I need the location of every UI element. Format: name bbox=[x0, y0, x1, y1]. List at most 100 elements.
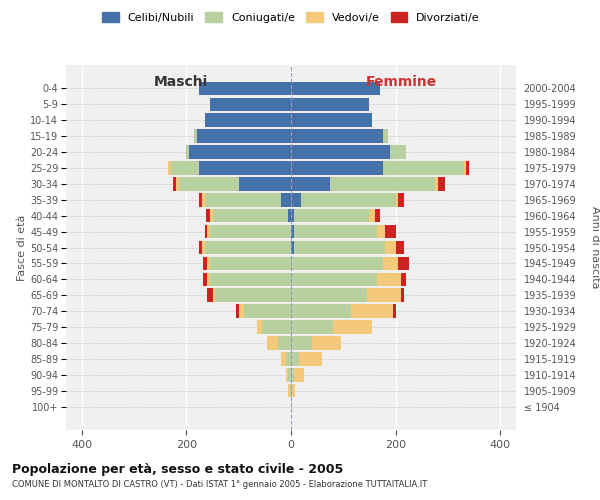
Bar bbox=[291, 161, 383, 174]
Bar bbox=[291, 240, 293, 254]
Bar bbox=[289, 209, 291, 222]
Bar bbox=[290, 384, 291, 398]
Bar bbox=[398, 256, 409, 270]
Bar bbox=[401, 272, 406, 286]
Bar bbox=[210, 225, 291, 238]
Bar bbox=[291, 352, 299, 366]
Bar bbox=[210, 272, 291, 286]
Bar bbox=[278, 336, 291, 350]
Bar bbox=[291, 288, 367, 302]
Bar bbox=[207, 272, 210, 286]
Bar bbox=[244, 304, 291, 318]
Bar bbox=[291, 145, 391, 159]
Bar bbox=[239, 177, 291, 190]
Bar bbox=[286, 368, 289, 382]
Bar bbox=[299, 352, 322, 366]
Bar bbox=[293, 225, 377, 238]
Bar bbox=[286, 352, 291, 366]
Bar bbox=[210, 98, 291, 111]
Bar bbox=[291, 177, 330, 190]
Bar bbox=[291, 130, 383, 143]
Bar bbox=[205, 114, 291, 127]
Bar bbox=[395, 193, 398, 206]
Bar bbox=[205, 193, 281, 206]
Bar bbox=[398, 193, 404, 206]
Bar bbox=[291, 400, 292, 413]
Bar bbox=[291, 98, 370, 111]
Bar bbox=[215, 288, 291, 302]
Bar bbox=[383, 161, 464, 174]
Bar bbox=[199, 240, 202, 254]
Bar bbox=[291, 384, 292, 398]
Bar bbox=[377, 272, 401, 286]
Bar bbox=[437, 177, 445, 190]
Bar bbox=[377, 225, 385, 238]
Bar bbox=[289, 368, 291, 382]
Bar bbox=[210, 209, 212, 222]
Bar bbox=[176, 177, 179, 190]
Bar bbox=[393, 304, 395, 318]
Y-axis label: Anni di nascita: Anni di nascita bbox=[590, 206, 600, 289]
Bar bbox=[199, 82, 291, 95]
Bar bbox=[257, 320, 262, 334]
Bar bbox=[194, 130, 197, 143]
Bar bbox=[291, 256, 383, 270]
Bar bbox=[301, 193, 395, 206]
Bar bbox=[293, 209, 370, 222]
Bar bbox=[291, 82, 380, 95]
Bar bbox=[312, 336, 341, 350]
Bar bbox=[291, 320, 333, 334]
Bar bbox=[291, 368, 293, 382]
Bar bbox=[435, 177, 437, 190]
Bar bbox=[202, 193, 205, 206]
Bar bbox=[199, 193, 202, 206]
Bar bbox=[281, 193, 291, 206]
Bar bbox=[168, 161, 170, 174]
Bar bbox=[401, 288, 404, 302]
Bar bbox=[291, 193, 301, 206]
Bar bbox=[203, 256, 207, 270]
Bar bbox=[207, 256, 210, 270]
Y-axis label: Fasce di età: Fasce di età bbox=[17, 214, 27, 280]
Bar bbox=[395, 240, 404, 254]
Bar bbox=[203, 272, 207, 286]
Bar bbox=[205, 225, 207, 238]
Bar bbox=[179, 177, 239, 190]
Bar bbox=[385, 240, 395, 254]
Bar bbox=[268, 336, 278, 350]
Bar bbox=[385, 225, 395, 238]
Bar bbox=[189, 145, 291, 159]
Bar bbox=[333, 320, 372, 334]
Bar bbox=[212, 288, 215, 302]
Bar bbox=[370, 209, 375, 222]
Bar bbox=[330, 177, 435, 190]
Bar bbox=[391, 145, 406, 159]
Bar bbox=[291, 272, 377, 286]
Bar bbox=[197, 130, 291, 143]
Bar bbox=[207, 288, 212, 302]
Bar bbox=[291, 209, 293, 222]
Bar bbox=[351, 304, 393, 318]
Bar bbox=[281, 352, 286, 366]
Bar bbox=[236, 304, 239, 318]
Bar bbox=[292, 384, 295, 398]
Bar bbox=[289, 384, 290, 398]
Bar bbox=[383, 256, 398, 270]
Bar bbox=[199, 161, 291, 174]
Bar bbox=[367, 288, 401, 302]
Text: COMUNE DI MONTALTO DI CASTRO (VT) - Dati ISTAT 1° gennaio 2005 - Elaborazione TU: COMUNE DI MONTALTO DI CASTRO (VT) - Dati… bbox=[12, 480, 427, 489]
Bar bbox=[262, 320, 291, 334]
Bar bbox=[173, 177, 176, 190]
Bar bbox=[293, 368, 304, 382]
Bar bbox=[464, 161, 466, 174]
Bar bbox=[383, 130, 388, 143]
Bar bbox=[291, 336, 312, 350]
Text: Popolazione per età, sesso e stato civile - 2005: Popolazione per età, sesso e stato civil… bbox=[12, 462, 343, 475]
Bar bbox=[207, 225, 210, 238]
Bar bbox=[187, 145, 189, 159]
Text: Maschi: Maschi bbox=[154, 75, 208, 89]
Bar bbox=[291, 304, 351, 318]
Bar bbox=[170, 161, 199, 174]
Bar bbox=[206, 209, 210, 222]
Bar bbox=[205, 240, 291, 254]
